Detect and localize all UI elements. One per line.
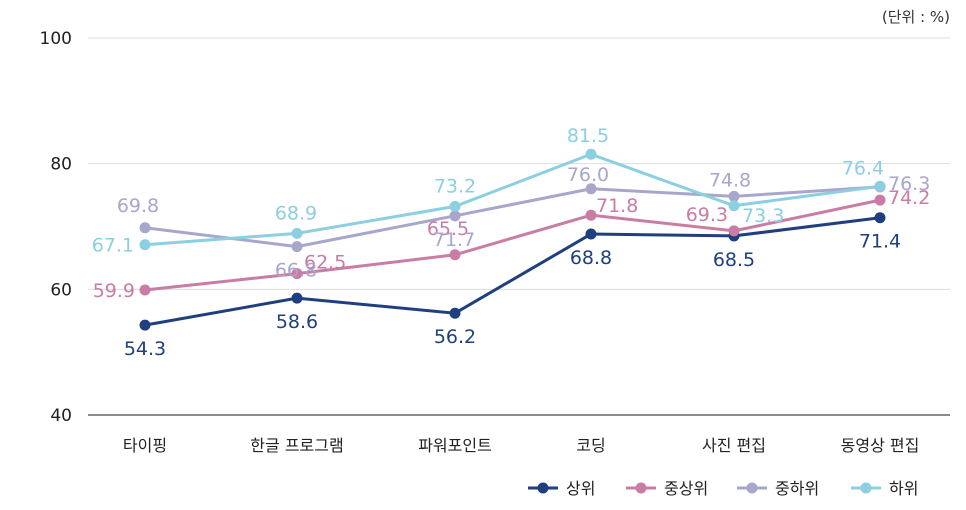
data-label: 58.6: [276, 311, 318, 333]
y-tick-label: 80: [50, 155, 72, 175]
data-point: [585, 183, 597, 195]
data-label: 66.8: [275, 260, 317, 282]
data-point: [291, 241, 303, 253]
x-tick-label: 사진 편집: [702, 436, 766, 455]
data-point: [449, 307, 461, 319]
data-point: [728, 225, 740, 237]
data-label: 73.2: [434, 175, 476, 197]
data-label: 65.5: [427, 218, 469, 240]
data-point: [291, 227, 303, 239]
legend-label: 중하위: [775, 479, 819, 498]
unit-label: (단위 : %): [881, 8, 950, 26]
data-point: [874, 194, 886, 206]
data-label: 74.2: [888, 187, 930, 209]
data-label: 76.0: [567, 164, 609, 186]
data-label: 71.7: [433, 229, 475, 251]
data-label: 68.8: [570, 247, 612, 269]
legend-swatch-marker: [746, 482, 758, 494]
data-label: 59.9: [93, 280, 135, 302]
data-point: [728, 200, 740, 212]
data-point: [139, 222, 151, 234]
data-point: [585, 148, 597, 160]
x-tick-label: 동영상 편집: [841, 436, 920, 455]
data-label: 69.8: [117, 195, 159, 217]
x-tick-label: 타이핑: [123, 436, 167, 455]
y-tick-label: 40: [50, 406, 72, 426]
data-label: 68.9: [275, 202, 317, 224]
series-line-3: [144, 152, 881, 247]
legend-label: 상위: [566, 479, 595, 498]
legend-swatch-marker: [537, 482, 549, 494]
x-tick-label: 한글 프로그램: [250, 436, 343, 455]
data-point: [139, 319, 151, 331]
data-point: [291, 292, 303, 304]
data-label: 56.2: [434, 326, 476, 348]
data-point: [585, 209, 597, 221]
data-label: 71.4: [859, 231, 901, 253]
legend-swatch-marker: [635, 482, 647, 494]
data-label: 74.8: [709, 169, 751, 191]
data-point: [449, 210, 461, 222]
data-label: 76.4: [842, 157, 884, 179]
data-label: 73.3: [742, 205, 784, 227]
data-label: 81.5: [567, 125, 609, 147]
data-point: [291, 268, 303, 280]
x-tick-label: 파워포인트: [418, 436, 492, 455]
series-line-2: [144, 185, 881, 249]
data-point: [874, 180, 886, 192]
legend-label: 하위: [889, 479, 918, 498]
legend-label: 중상위: [664, 479, 708, 498]
data-point: [139, 239, 151, 251]
data-label: 71.8: [596, 195, 638, 217]
data-point: [449, 249, 461, 261]
series-line-0: [144, 216, 881, 327]
data-point: [874, 212, 886, 224]
series-line-1: [144, 198, 881, 292]
data-point: [139, 284, 151, 296]
y-tick-label: 100: [40, 29, 72, 49]
data-label: 54.3: [124, 338, 166, 360]
data-label: 69.3: [686, 204, 728, 226]
data-point: [585, 228, 597, 240]
data-label: 68.5: [713, 249, 755, 271]
data-label: 62.5: [304, 252, 346, 274]
x-tick-label: 코딩: [576, 436, 605, 455]
y-tick-label: 60: [50, 280, 72, 300]
legend-swatch-marker: [860, 482, 872, 494]
data-point: [728, 190, 740, 202]
data-label: 67.1: [92, 235, 134, 257]
data-label: 76.3: [888, 173, 930, 195]
data-point: [449, 200, 461, 212]
